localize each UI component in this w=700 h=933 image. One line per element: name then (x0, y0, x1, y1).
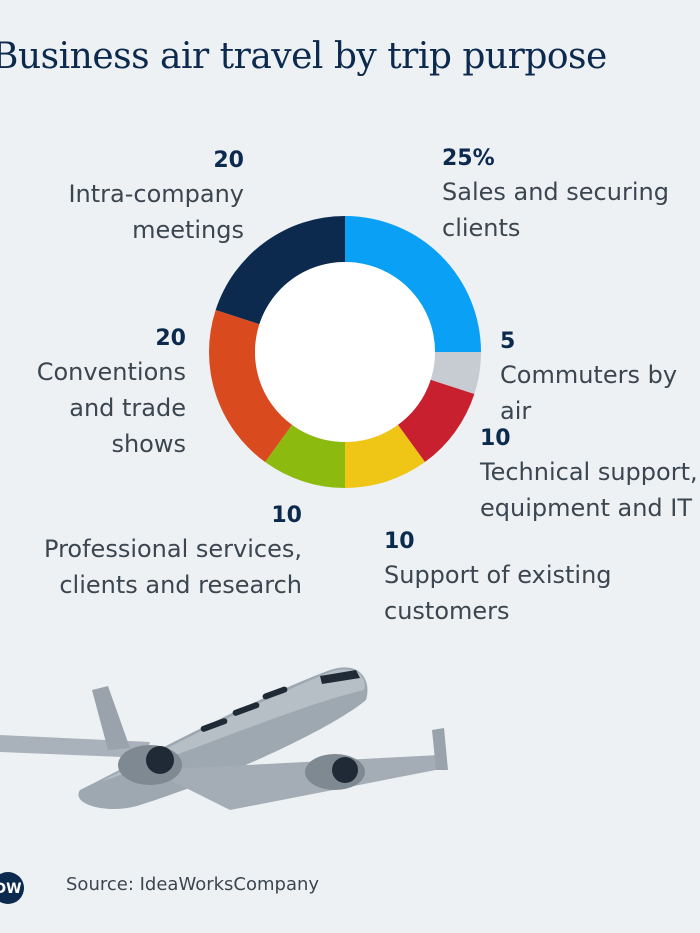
dw-logo: DW (0, 872, 24, 904)
footer: DW Source: IdeaWorksCompany (0, 868, 700, 904)
label-commuters-value: 5 (500, 329, 516, 354)
label-professional: 10 Professional services, clients and re… (44, 501, 302, 603)
donut-hole (255, 262, 435, 442)
donut-slice-commuters-by-air (430, 352, 481, 395)
label-intra-text: Intra-company meetings (68, 180, 244, 244)
label-support-value: 10 (384, 529, 415, 554)
label-technical: 10 Technical support, equipment and IT (480, 424, 698, 526)
label-commuters-text: Commuters by air (500, 361, 678, 425)
label-conventions-value: 20 (155, 326, 186, 351)
label-intra-value: 20 (213, 148, 244, 173)
source-note: Source: IdeaWorksCompany (66, 874, 320, 895)
label-conventions-text: Conventions and trade shows (36, 358, 186, 458)
donut-slice-professional-services-clients-and-research (265, 424, 345, 488)
label-sales-text: Sales and securing clients (442, 178, 669, 242)
label-support: 10 Support of existing customers (384, 527, 612, 629)
donut-slice-technical-support-equipment-and-it (397, 379, 475, 463)
donut-slice-sales-and-securing-clients (345, 216, 481, 352)
label-support-text: Support of existing customers (384, 561, 612, 625)
svg-text:DW: DW (0, 881, 22, 897)
label-sales-value: 25% (442, 146, 495, 171)
label-technical-text: Technical support, equipment and IT (480, 458, 698, 522)
label-intra-company: 20 Intra-company meetings (68, 146, 244, 248)
label-professional-value: 10 (271, 503, 302, 528)
chart-title: Business air travel by trip purpose (0, 36, 607, 77)
label-conventions: 20 Conventions and trade shows (37, 324, 186, 462)
label-sales: 25% Sales and securing clients (442, 144, 669, 246)
donut-slice-support-of-existing-customers (345, 424, 425, 488)
donut-slice-intra-company-meetings (215, 216, 345, 325)
label-technical-value: 10 (480, 426, 511, 451)
donut-slice-conventions-and-trade-shows (209, 309, 293, 463)
label-professional-text: Professional services, clients and resea… (44, 535, 302, 599)
label-commuters: 5 Commuters by air (500, 327, 700, 429)
airplane-icon (0, 667, 448, 810)
